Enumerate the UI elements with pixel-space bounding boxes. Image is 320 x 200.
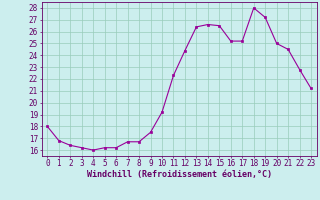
X-axis label: Windchill (Refroidissement éolien,°C): Windchill (Refroidissement éolien,°C)	[87, 170, 272, 179]
